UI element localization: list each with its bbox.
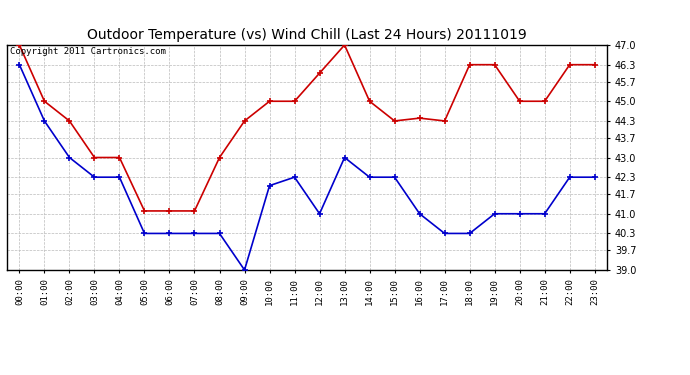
Title: Outdoor Temperature (vs) Wind Chill (Last 24 Hours) 20111019: Outdoor Temperature (vs) Wind Chill (Las… <box>87 28 527 42</box>
Text: Copyright 2011 Cartronics.com: Copyright 2011 Cartronics.com <box>10 47 166 56</box>
